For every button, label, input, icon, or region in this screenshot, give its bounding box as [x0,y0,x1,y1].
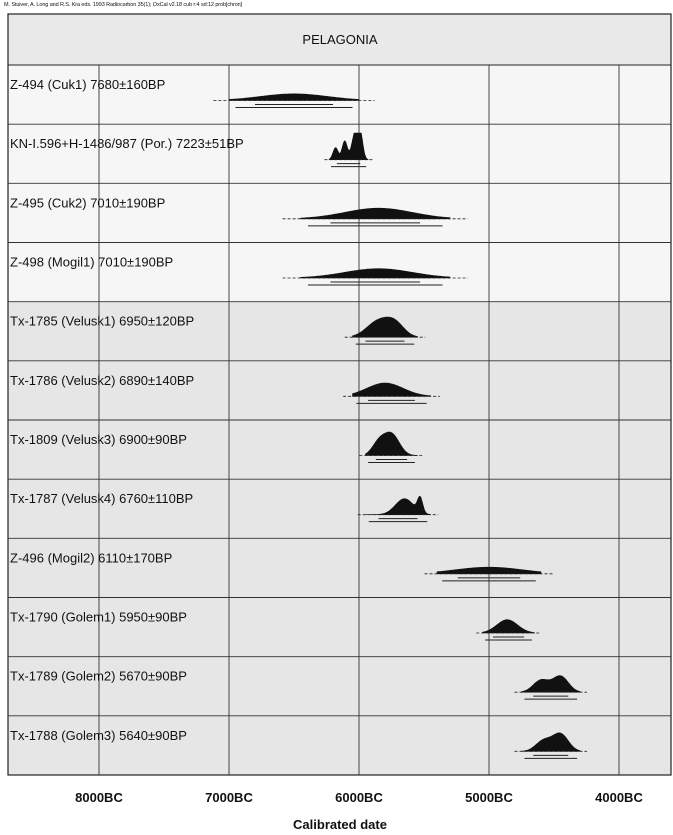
x-tick-label: 5000BC [465,790,513,805]
probability-curve [300,207,451,220]
probability-curve [365,495,431,515]
row-band [8,242,671,302]
sample-label: Z-494 (Cuk1) 7680±160BP [10,77,165,92]
citation-header: M. Stuiver, A. Long and R.S. Kra eds. 19… [4,2,243,8]
probability-curve [352,382,431,397]
probability-curve [300,268,451,279]
probability-curve [228,93,360,101]
sample-label: Tx-1789 (Golem2) 5670±90BP [10,669,187,684]
row-band [8,360,671,420]
sample-label: Tx-1788 (Golem3) 5640±90BP [10,728,187,743]
sample-label: Tx-1785 (Velusk1) 6950±120BP [10,314,194,329]
probability-curve [521,732,581,752]
row-band [8,479,671,539]
plot-frame [7,13,672,776]
sample-label: KN-I.596+H-1486/987 (Por.) 7223±51BP [10,136,244,151]
probability-curve [365,431,418,456]
row-band [8,597,671,657]
x-tick-label: 4000BC [595,790,643,805]
gridlines [7,13,672,776]
sample-label: Tx-1790 (Golem1) 5950±90BP [10,610,187,625]
sample-label: Z-495 (Cuk2) 7010±190BP [10,195,165,210]
x-tick-label: 7000BC [205,790,253,805]
probability-curve [436,566,542,575]
probability-curve [352,316,418,338]
row-labels: Z-494 (Cuk1) 7680±160BP KN-I.596+H-1486/9… [10,77,244,743]
row-band [8,183,671,243]
title-band [8,14,671,65]
sample-label: Tx-1809 (Velusk3) 6900±90BP [10,432,187,447]
sample-label: Z-498 (Mogil1) 7010±190BP [10,255,173,270]
row-band [8,301,671,361]
probability-curve [328,132,369,160]
row-backgrounds [8,14,671,775]
sample-label: Tx-1786 (Velusk2) 6890±140BP [10,373,194,388]
probability-curve [482,619,535,634]
sample-label: Z-496 (Mogil2) 6110±170BP [10,550,172,565]
x-tick-label: 8000BC [75,790,123,805]
row-band [8,538,671,598]
x-tick-label: 6000BC [335,790,383,805]
sample-label: Tx-1787 (Velusk4) 6760±110BP [10,491,193,506]
probability-curves [213,93,588,759]
x-axis-ticks: 8000BC 7000BC 6000BC 5000BC 4000BC [75,790,643,805]
row-band [8,420,671,480]
x-axis-label: Calibrated date [293,817,387,832]
probability-curve [521,675,581,693]
row-band [8,65,671,125]
chart-title: PELAGONIA [302,32,377,47]
